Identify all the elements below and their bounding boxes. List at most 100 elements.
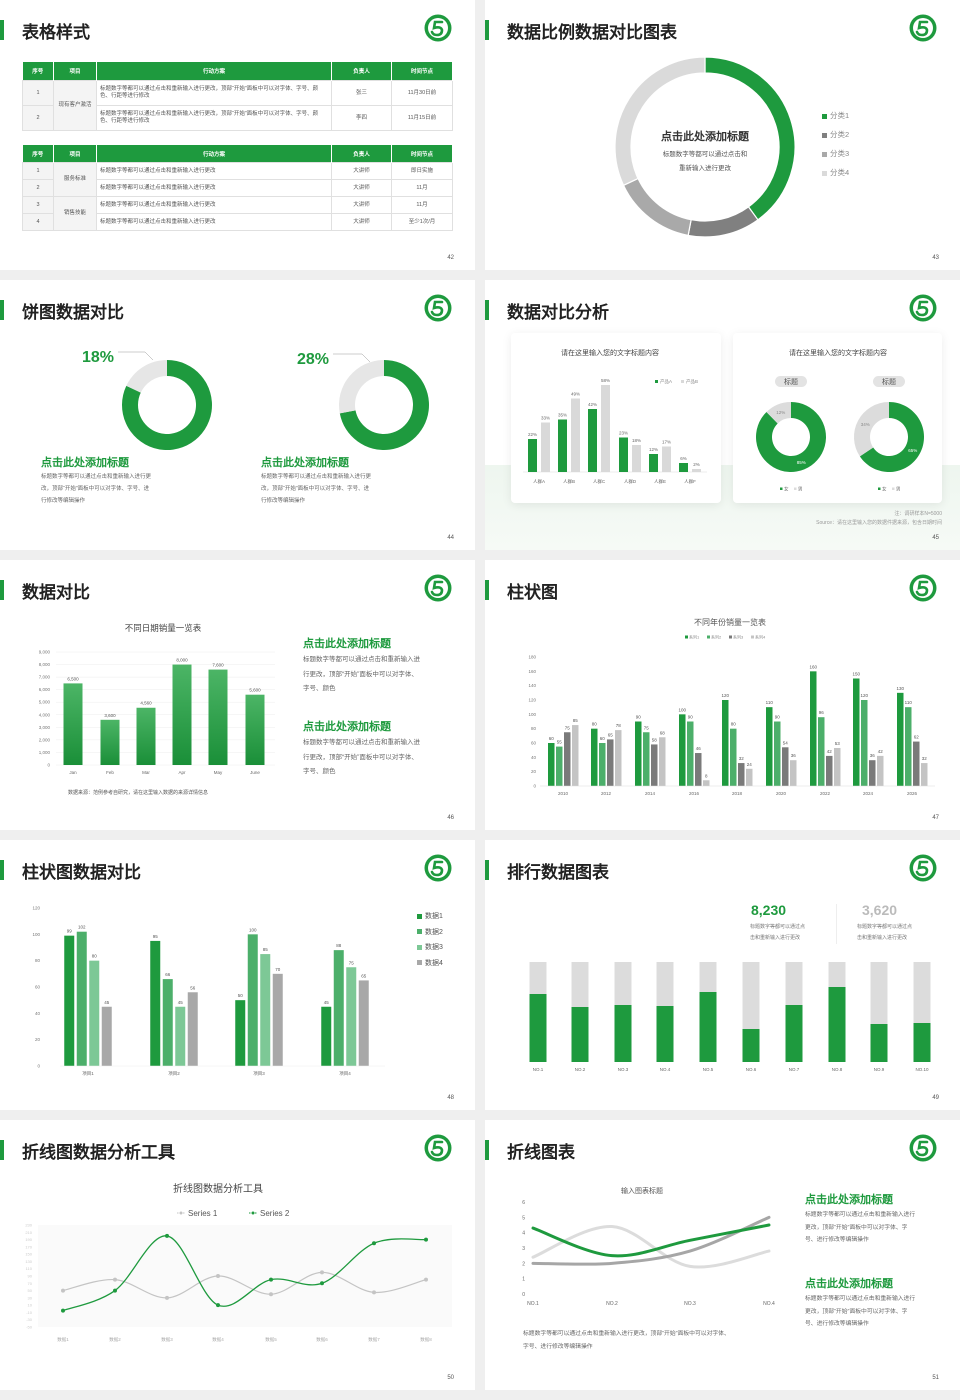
bar-fill [529, 994, 547, 1062]
y-tick-label: 90 [28, 1274, 33, 1279]
body-line: 行修改等编辑操作 [261, 498, 306, 504]
logo-mark [915, 860, 929, 877]
bar [643, 732, 650, 786]
bar [818, 717, 825, 786]
y-tick-label: 3,000 [39, 725, 51, 730]
x-tick-label: 2018 [732, 791, 743, 796]
percent-label: 18% [82, 349, 114, 366]
donut-chart [614, 56, 796, 238]
ranking-bar-chart: NO.1 NO.2 NO.3 NO.4 NO.5 NO.6 NO.7 NO.8 NO.9 NO.1… [529, 962, 931, 1072]
legend-label: 分类4 [830, 168, 850, 177]
bar [599, 743, 606, 786]
column-header: 负责人 [331, 145, 392, 163]
bar-label: 150 [852, 672, 860, 677]
page-number: 42 [447, 255, 454, 261]
legend-item: 数据1 [417, 911, 443, 921]
bar [687, 721, 694, 786]
column-header: 项目 [53, 145, 97, 163]
bar [679, 714, 686, 786]
title-accent [485, 860, 489, 880]
bar [766, 707, 773, 786]
slice-label: 12% [776, 410, 785, 415]
desc-line: 击和重新输入进行更改 [857, 935, 908, 941]
page-number: 44 [447, 535, 454, 541]
legend-swatch [892, 487, 895, 490]
body-line: 行修改等编辑操作 [41, 498, 86, 504]
donut-slice [622, 177, 692, 237]
data-point [320, 1270, 324, 1275]
block-heading: 点击此处添加标题 [41, 457, 129, 469]
body-line: 更改，顶部“开始”面板中可以对字体、字 [805, 1224, 908, 1231]
bar-label: 85 [263, 947, 269, 952]
bar-fill [785, 1005, 803, 1062]
slide-title: 折线图表 [507, 1143, 575, 1162]
data-point [372, 1290, 376, 1295]
bar [615, 730, 622, 786]
legend-label: Series 1 [188, 1209, 218, 1218]
chart-source: 数据来源：范例参考自研究，请在这里输入数据的来源详情信息 [68, 790, 209, 796]
page-number: 50 [447, 1375, 454, 1381]
legend-item: 分类2 [822, 129, 849, 140]
legend-label: 男 [798, 487, 803, 493]
data-point [113, 1277, 117, 1282]
slide-title: 排行数据图表 [507, 863, 609, 882]
logo-icon [424, 574, 452, 602]
bar-label: 80 [731, 722, 737, 727]
bar [162, 979, 173, 1066]
bar [63, 683, 83, 765]
body-line: 标题数字等都可以通过点击和重新输入进 [303, 656, 420, 663]
body-line: 字号、颜色 [303, 768, 336, 775]
x-tick-label: 数据4 [212, 1336, 224, 1343]
logo-icon [424, 854, 452, 882]
bar-fill [699, 992, 717, 1062]
legend-label: 女 [784, 486, 789, 493]
stat-value: 8,230 [751, 902, 787, 918]
bar [541, 422, 550, 472]
legend-swatch [417, 913, 422, 919]
legend-label: 分类1 [830, 111, 850, 120]
cell-time: 至少1次/月 [391, 213, 453, 231]
title-accent [0, 580, 4, 600]
cell-plan: 标题数字等都可以通过点击和重新输入进行更改 [96, 196, 332, 214]
page-number: 48 [447, 1095, 454, 1101]
y-tick-label: 60 [531, 741, 537, 746]
bar [607, 739, 614, 786]
bar [632, 445, 641, 472]
slice-label: 65% [908, 448, 917, 453]
chart-title: 请在这里输入您的文字标题内容 [789, 348, 887, 357]
y-tick-label: 80 [35, 958, 41, 963]
y-tick-label: 8,000 [39, 662, 51, 667]
bar-label: 75 [565, 725, 571, 730]
bar [601, 385, 610, 472]
legend-item: 分类1 [822, 110, 849, 121]
bar-label: 8,000 [176, 658, 188, 663]
bar [782, 747, 789, 786]
slide-49: 排行数据图表 8,230 标题数字等都可以通过点 击和重新输入进行更改 3,62… [485, 840, 960, 1110]
bar-label: 88 [336, 943, 342, 948]
bar-label: 75 [644, 725, 650, 730]
data-point [216, 1274, 220, 1278]
bar [913, 741, 920, 786]
x-tick-label: 2014 [645, 791, 656, 796]
desc-line: 击和重新输入进行更改 [750, 935, 801, 941]
slide-title: 饼图数据对比 [22, 303, 124, 322]
pill-label: 标题 [882, 377, 896, 386]
bar-label: NO.7 [789, 1067, 800, 1072]
title-accent [0, 1140, 4, 1160]
x-tick-label: 人群A [533, 478, 545, 485]
bar [695, 753, 702, 786]
bar-label: 42% [588, 402, 597, 407]
bar-label: 18% [632, 438, 641, 443]
donut-slice [126, 360, 167, 393]
slide-42: 表格样式 序号 项目 行动方案 负责人 时间节点 1 现有客户激活 标题数字等都可以通过点击和… [0, 0, 475, 270]
y-tick-label: 110 [26, 1266, 33, 1271]
chart-title: 输入图表标题 [621, 1186, 663, 1195]
donut-slice [766, 402, 791, 424]
bar [64, 935, 75, 1066]
bar-fill [870, 1024, 888, 1062]
legend-swatch [822, 170, 827, 176]
bar-label: 96 [819, 710, 825, 715]
legend-swatch [729, 635, 732, 639]
bar-label: 53 [835, 741, 841, 746]
y-tick-label: -50 [26, 1325, 33, 1330]
